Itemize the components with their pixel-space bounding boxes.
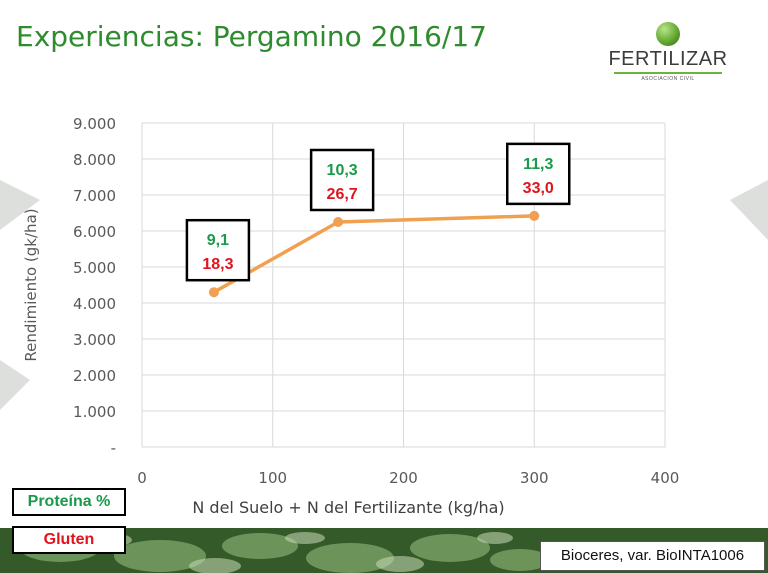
x-tick-label: 300: [520, 469, 549, 487]
annotation-box: [506, 142, 571, 206]
source-caption: Bioceres, var. BioINTA1006: [540, 541, 765, 571]
gluten-label: 18,3: [202, 256, 233, 273]
data-annotation: 11,3 33,0: [506, 142, 571, 206]
data-point: [208, 287, 219, 298]
protein-label: 11,3: [523, 156, 553, 173]
y-tick-label: 2.000: [73, 367, 116, 385]
y-tick-label: 9.000: [73, 115, 116, 133]
y-tick-label: 7.000: [73, 187, 116, 205]
y-tick-label: 8.000: [73, 151, 116, 169]
series-line: [213, 214, 535, 294]
protein-label: 9,1: [207, 232, 229, 249]
legend-protein: Proteína %: [12, 488, 126, 516]
y-tick-label: 1.000: [73, 403, 116, 421]
x-tick-label: 200: [389, 469, 418, 487]
gluten-label: 33,0: [523, 180, 554, 197]
x-axis-label: N del Suelo + N del Fertilizante (kg/ha): [192, 498, 504, 517]
y-tick-label: 5.000: [73, 259, 116, 277]
gluten-label: 26,7: [327, 186, 358, 203]
chart-series: [208, 210, 540, 298]
logo-ball-icon: [656, 22, 680, 46]
y-tick-label: 4.000: [73, 295, 116, 313]
logo-underline: [614, 72, 722, 74]
data-annotation: 10,3 26,7: [309, 148, 375, 212]
protein-label: 10,3: [327, 162, 358, 179]
chart-grid: [141, 122, 666, 448]
fertilizar-logo: FERTILIZAR ASOCIACION CIVIL: [606, 22, 730, 84]
annotation-box: [185, 218, 251, 282]
slide-title: Experiencias: Pergamino 2016/17: [16, 20, 487, 53]
yield-line-chart: - 1.000 2.000 3.000 4.000 5.000 6.000 7.000 8.00…: [22, 115, 679, 517]
x-tick-label: 100: [258, 469, 287, 487]
x-tick-label: 0: [137, 469, 147, 487]
y-tick-label: -: [111, 439, 116, 457]
data-annotation: 9,1 18,3: [185, 218, 251, 282]
y-tick-label: 6.000: [73, 223, 116, 241]
data-point: [529, 210, 540, 221]
y-tick-label: 3.000: [73, 331, 116, 349]
chart-annotations: 9,1 18,3 10,3 26,7 11,3 33,0: [185, 142, 571, 282]
logo-name: FERTILIZAR: [608, 48, 728, 70]
legend-gluten: Gluten: [12, 526, 126, 554]
annotation-box: [309, 148, 375, 212]
x-tick-label: 400: [651, 469, 680, 487]
y-axis-label: Rendimiento (gk/ha): [22, 208, 40, 361]
data-point: [333, 217, 344, 227]
logo-subtitle: ASOCIACION CIVIL: [641, 76, 695, 82]
chart-ticks: - 1.000 2.000 3.000 4.000 5.000 6.000 7.000 8.00…: [73, 115, 679, 487]
